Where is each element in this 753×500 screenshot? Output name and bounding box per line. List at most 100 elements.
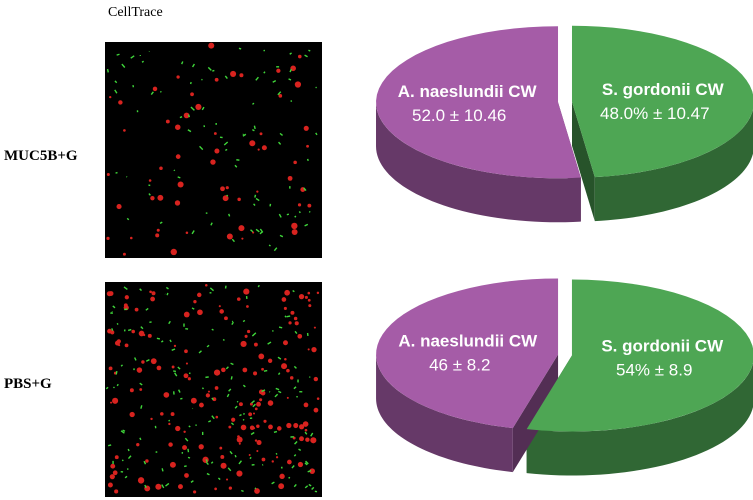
cell-green (225, 366, 229, 370)
cell-green (308, 483, 312, 487)
cell-green (303, 187, 307, 192)
cell-red (199, 402, 204, 408)
cell-green (127, 448, 130, 452)
cell-red (261, 145, 267, 151)
cell-green (230, 362, 234, 366)
cell-red (202, 456, 209, 463)
cell-red (254, 407, 258, 411)
cell-green (304, 223, 309, 227)
cell-green (267, 341, 272, 345)
cell-red (313, 407, 319, 413)
cell-red (307, 203, 312, 208)
cell-red (220, 462, 227, 469)
cell-green (169, 339, 172, 343)
cell-red (258, 353, 265, 360)
cell-green (242, 319, 246, 323)
cell-red (284, 289, 290, 296)
cell-red (165, 119, 170, 124)
cell-green (241, 489, 244, 493)
cell-green (161, 468, 164, 472)
cell-green (126, 217, 130, 221)
cell-green (121, 63, 126, 68)
cell-green (190, 106, 195, 111)
cell-red (237, 197, 241, 202)
cell-red (286, 396, 289, 399)
cell-red (151, 291, 156, 296)
cell-red (183, 112, 190, 119)
cell-green (120, 430, 125, 434)
cell-green (198, 350, 202, 354)
cell-red (252, 231, 255, 234)
cell-red (148, 179, 152, 182)
cell-green (310, 432, 314, 437)
cell-red (123, 129, 126, 132)
cell-green (252, 403, 256, 408)
cell-green (238, 47, 242, 50)
cell-red (304, 295, 308, 299)
cell-green (114, 89, 118, 94)
cell-green (210, 461, 214, 464)
cell-green (231, 320, 234, 323)
cell-red (152, 86, 158, 92)
cell-green (209, 287, 215, 292)
cell-red (275, 456, 279, 459)
cell-green (311, 486, 315, 491)
cell-green (120, 364, 123, 367)
cell-red (145, 459, 149, 463)
cell-green (122, 429, 126, 432)
cell-red (278, 483, 285, 490)
cell-green (165, 482, 170, 487)
cell-green (187, 456, 191, 459)
cell-red (225, 478, 229, 481)
cell-red (136, 442, 140, 447)
cell-green (308, 49, 311, 52)
cell-red (226, 233, 233, 240)
cell-red (150, 296, 156, 302)
cell-green (144, 484, 147, 489)
cell-red (244, 334, 248, 338)
cell-red (238, 225, 245, 232)
cell-green (242, 418, 245, 421)
cell-red (171, 365, 175, 369)
cell-red (219, 309, 224, 314)
cell-red (210, 159, 216, 165)
cell-green (231, 321, 234, 325)
cell-red (110, 330, 115, 335)
cell-green (161, 484, 165, 489)
cell-red (293, 316, 298, 321)
cell-red (169, 461, 176, 468)
cell-red (297, 333, 303, 339)
cell-green (201, 106, 205, 111)
slice-value: 48.0% ± 10.47 (600, 104, 710, 123)
cell-green (228, 213, 231, 217)
cell-green (277, 356, 282, 360)
cell-green (150, 91, 154, 95)
cell-red (214, 148, 220, 154)
cell-green (205, 459, 208, 463)
cell-green (139, 382, 143, 386)
cell-green (191, 230, 195, 235)
cell-red (155, 233, 160, 238)
cell-red (293, 160, 297, 165)
cell-red (311, 346, 317, 353)
cell-red (304, 428, 308, 432)
cell-red (136, 367, 143, 373)
cell-red (298, 293, 305, 300)
cell-red (176, 75, 180, 79)
cell-red (123, 303, 128, 308)
cell-green (108, 444, 112, 447)
cell-red (246, 305, 249, 308)
cell-red (263, 419, 267, 423)
cell-green (315, 132, 318, 136)
cell-green (304, 431, 308, 435)
cell-red (173, 344, 177, 348)
cell-red (222, 195, 229, 202)
cell-green (253, 203, 256, 206)
cell-red (114, 489, 119, 494)
cell-red (271, 460, 274, 463)
cell-green (252, 128, 255, 132)
cell-red (288, 321, 292, 325)
cell-green (250, 431, 255, 436)
cell-red (108, 366, 113, 371)
